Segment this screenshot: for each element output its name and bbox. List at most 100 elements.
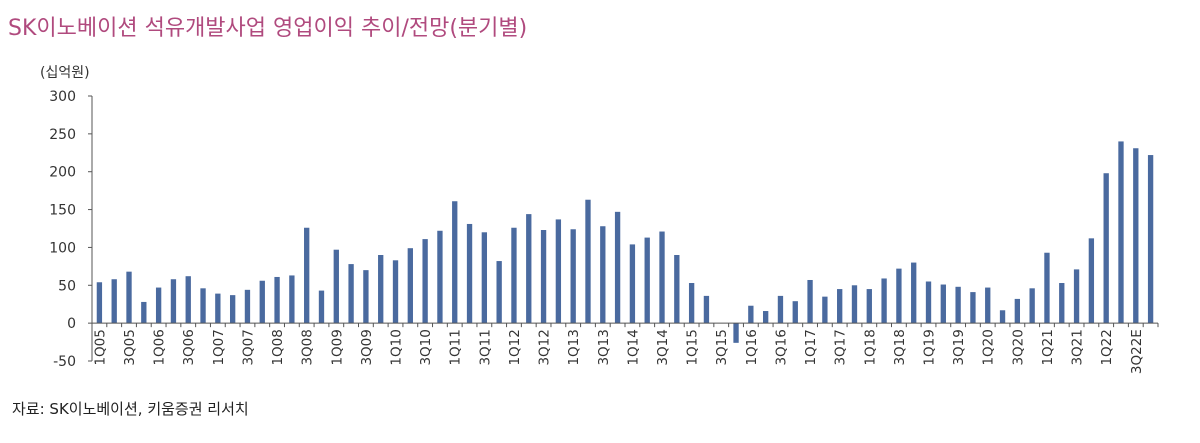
x-tick-label: 1Q09 xyxy=(329,329,345,365)
y-tick-label: 50 xyxy=(58,278,76,294)
bar-3Q17 xyxy=(837,289,843,324)
bar-1Q10 xyxy=(392,260,399,324)
chart-title: SK이노베이션 석유개발사업 영업이익 추이/전망(분기별) xyxy=(8,16,528,41)
bar-2Q22 xyxy=(1118,141,1124,324)
bar-1Q05 xyxy=(96,282,103,324)
bar-3Q14 xyxy=(659,231,665,324)
bar-3Q18 xyxy=(896,268,902,324)
x-tick-label: 3Q19 xyxy=(951,329,967,365)
bar-3Q16 xyxy=(777,295,784,324)
bar-3Q08 xyxy=(304,227,310,324)
y-axis: -50 0 50 100 150 200 250 300 xyxy=(49,89,93,370)
bar-4Q15 xyxy=(733,323,739,343)
bar-4Q11 xyxy=(496,261,502,324)
x-tick-label: 1Q22 xyxy=(1099,329,1115,365)
bar-3Q05 xyxy=(126,271,132,324)
x-tick-label: 3Q09 xyxy=(359,329,375,365)
x-tick-label: 3Q16 xyxy=(773,329,789,365)
bar-3Q09 xyxy=(363,270,369,324)
x-tick-label: 1Q13 xyxy=(566,329,582,365)
source-note: 자료: SK이노베이션, 키움증권 리서치 xyxy=(12,400,249,418)
y-tick-label: 300 xyxy=(49,89,76,105)
bar-2Q09 xyxy=(348,264,354,324)
x-tick-label: 3Q20 xyxy=(1010,329,1026,365)
bar-3Q19 xyxy=(955,286,961,324)
x-tick-label: 1Q15 xyxy=(685,329,701,365)
bar-4Q14 xyxy=(674,255,680,324)
bar-2Q08 xyxy=(289,275,295,324)
x-tick-label: 3Q21 xyxy=(1070,329,1086,365)
y-tick-label: 250 xyxy=(49,127,76,143)
bar-2Q13 xyxy=(585,199,591,324)
x-tick-label: 1Q07 xyxy=(211,329,227,365)
bar-2Q21 xyxy=(1059,283,1065,324)
x-tick-label: 1Q11 xyxy=(448,329,464,365)
bar-1Q16 xyxy=(748,305,754,324)
x-tick-label: 1Q14 xyxy=(625,329,641,365)
bar-2Q16 xyxy=(762,311,769,324)
x-tick-label: 1Q08 xyxy=(270,329,286,365)
bar-3Q10 xyxy=(422,239,428,324)
x-tick-label: 3Q07 xyxy=(240,329,256,365)
bar-4Q20 xyxy=(1029,288,1035,324)
bar-3Q07 xyxy=(244,289,251,324)
bar-2Q11 xyxy=(466,223,473,324)
bar-4Q19 xyxy=(970,292,976,324)
bar-4Q06 xyxy=(200,288,206,324)
bar-4Q05 xyxy=(141,301,147,324)
bar-2Q19 xyxy=(940,284,946,324)
x-axis: 1Q05 3Q05 1Q06 3Q06 1Q07 3Q07 1Q08 3Q08 1Q09 3Q09… xyxy=(91,322,1159,374)
x-tick-label: 1Q10 xyxy=(389,329,405,365)
bar-3Q20 xyxy=(1014,298,1021,324)
y-tick-label: 0 xyxy=(67,316,76,332)
bar-3Q13 xyxy=(600,226,606,324)
bar-2Q07 xyxy=(229,295,236,324)
bar-1Q19 xyxy=(925,281,932,324)
bar-2Q05 xyxy=(111,279,117,324)
bar-2Q12 xyxy=(526,214,532,324)
bar-1Q17 xyxy=(807,279,813,324)
bar-1Q12 xyxy=(511,227,517,324)
bar-4Q13 xyxy=(614,211,621,324)
bar-1Q13 xyxy=(570,229,576,324)
bar-4Q17 xyxy=(851,285,858,324)
bar-3Q12 xyxy=(540,230,547,324)
x-tick-label: 1Q05 xyxy=(92,329,108,365)
bar-4Q21 xyxy=(1088,238,1095,324)
x-tick-label: 3Q10 xyxy=(418,329,434,365)
x-tick-label: 3Q22E xyxy=(1129,329,1145,374)
bar-4Q10 xyxy=(437,230,443,324)
x-tick-label: 3Q18 xyxy=(892,329,908,365)
bar-1Q20 xyxy=(985,287,991,324)
bar-series xyxy=(96,141,1154,343)
x-tick-label: 1Q16 xyxy=(744,329,760,365)
bar-2Q17 xyxy=(822,296,828,324)
x-tick-label: 1Q06 xyxy=(152,329,168,365)
bar-4Q09 xyxy=(378,255,384,324)
bar-2Q15 xyxy=(703,295,710,324)
bar-4Q08 xyxy=(318,290,325,324)
bar-1Q21 xyxy=(1044,252,1050,324)
bar-2Q20 xyxy=(999,310,1006,324)
bar-1Q08 xyxy=(274,276,280,324)
y-axis-unit: (십억원) xyxy=(40,65,90,81)
bar-4Q22E xyxy=(1147,155,1154,324)
bar-2Q18 xyxy=(881,278,887,324)
x-tick-label: 1Q18 xyxy=(862,329,878,365)
bar-3Q11 xyxy=(481,232,488,324)
bar-1Q22 xyxy=(1103,173,1109,324)
bar-1Q14 xyxy=(629,244,636,324)
bar-1Q18 xyxy=(866,289,872,324)
bar-1Q11 xyxy=(452,201,458,324)
y-tick-label: 150 xyxy=(49,203,76,219)
bar-1Q06 xyxy=(155,287,162,324)
x-tick-label: 3Q11 xyxy=(477,329,493,365)
bar-3Q06 xyxy=(185,276,191,324)
x-tick-label: 1Q20 xyxy=(981,329,997,365)
x-tick-label: 3Q17 xyxy=(833,329,849,365)
bar-4Q12 xyxy=(555,219,562,324)
y-tick-label: -50 xyxy=(53,354,76,370)
bar-3Q21 xyxy=(1073,269,1080,324)
bar-1Q07 xyxy=(215,293,221,324)
